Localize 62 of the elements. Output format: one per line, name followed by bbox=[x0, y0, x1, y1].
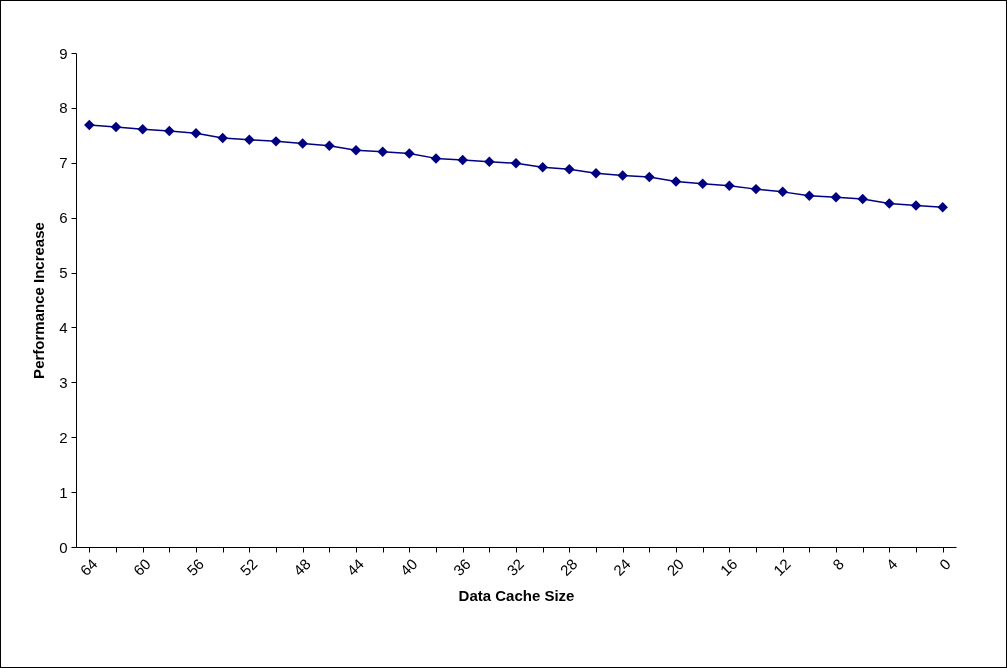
point bbox=[404, 148, 415, 159]
point bbox=[537, 161, 548, 173]
y-tick-label: 1 bbox=[59, 483, 68, 501]
x-tick-label: 48 bbox=[289, 555, 314, 579]
point bbox=[830, 192, 842, 203]
x-tick-label: 28 bbox=[556, 555, 581, 579]
x-tick-label: 24 bbox=[609, 555, 634, 579]
point bbox=[590, 167, 602, 179]
x-tick-label: 0 bbox=[935, 555, 954, 574]
y-tick-label: 4 bbox=[59, 318, 68, 336]
point bbox=[217, 132, 228, 144]
x-tick-label: 64 bbox=[76, 555, 101, 579]
x-tick-label: 52 bbox=[236, 555, 261, 579]
y-tick-label: 7 bbox=[59, 154, 68, 172]
point bbox=[564, 164, 575, 175]
y-tick-label: 2 bbox=[59, 428, 68, 446]
x-tick-label: 56 bbox=[183, 555, 208, 579]
x-tick-label: 12 bbox=[769, 555, 794, 579]
point bbox=[697, 178, 708, 189]
x-axis-title: Data Cache Size bbox=[458, 586, 575, 604]
point bbox=[457, 154, 468, 166]
y-tick-label: 5 bbox=[59, 264, 68, 282]
x-tick-label: 32 bbox=[503, 555, 528, 579]
point bbox=[777, 186, 788, 198]
point bbox=[350, 144, 362, 156]
point bbox=[670, 176, 682, 187]
x-tick-label: 44 bbox=[343, 555, 368, 579]
point bbox=[164, 125, 175, 137]
y-axis-title: Performance Increase bbox=[30, 222, 48, 379]
point bbox=[110, 121, 122, 133]
point bbox=[724, 180, 735, 192]
x-tick-label: 40 bbox=[396, 555, 421, 579]
x-tick-label: 20 bbox=[663, 555, 688, 579]
point bbox=[804, 190, 815, 201]
y-tick-label: 8 bbox=[59, 99, 68, 117]
point bbox=[324, 140, 335, 152]
point bbox=[750, 183, 762, 195]
point bbox=[297, 138, 308, 149]
x-tick-label: 8 bbox=[829, 555, 848, 574]
point bbox=[137, 124, 148, 135]
point bbox=[244, 134, 255, 145]
point bbox=[510, 158, 522, 169]
point bbox=[617, 170, 628, 181]
x-tick-label: 4 bbox=[882, 555, 901, 574]
x-tick-label: 16 bbox=[716, 555, 741, 579]
y-tick-label: 0 bbox=[59, 538, 68, 556]
point bbox=[377, 146, 388, 158]
point bbox=[190, 127, 202, 139]
point bbox=[84, 119, 95, 131]
point bbox=[430, 153, 442, 164]
point bbox=[644, 171, 655, 183]
x-tick-label: 36 bbox=[449, 555, 474, 579]
point bbox=[884, 198, 895, 209]
y-tick-label: 9 bbox=[59, 44, 68, 62]
point bbox=[910, 200, 922, 211]
point bbox=[937, 201, 948, 213]
x-tick-label: 60 bbox=[129, 555, 154, 579]
y-tick-label: 6 bbox=[59, 209, 68, 227]
y-tick-label: 3 bbox=[59, 373, 68, 391]
point bbox=[857, 193, 868, 205]
point bbox=[270, 136, 282, 147]
point bbox=[484, 156, 495, 167]
